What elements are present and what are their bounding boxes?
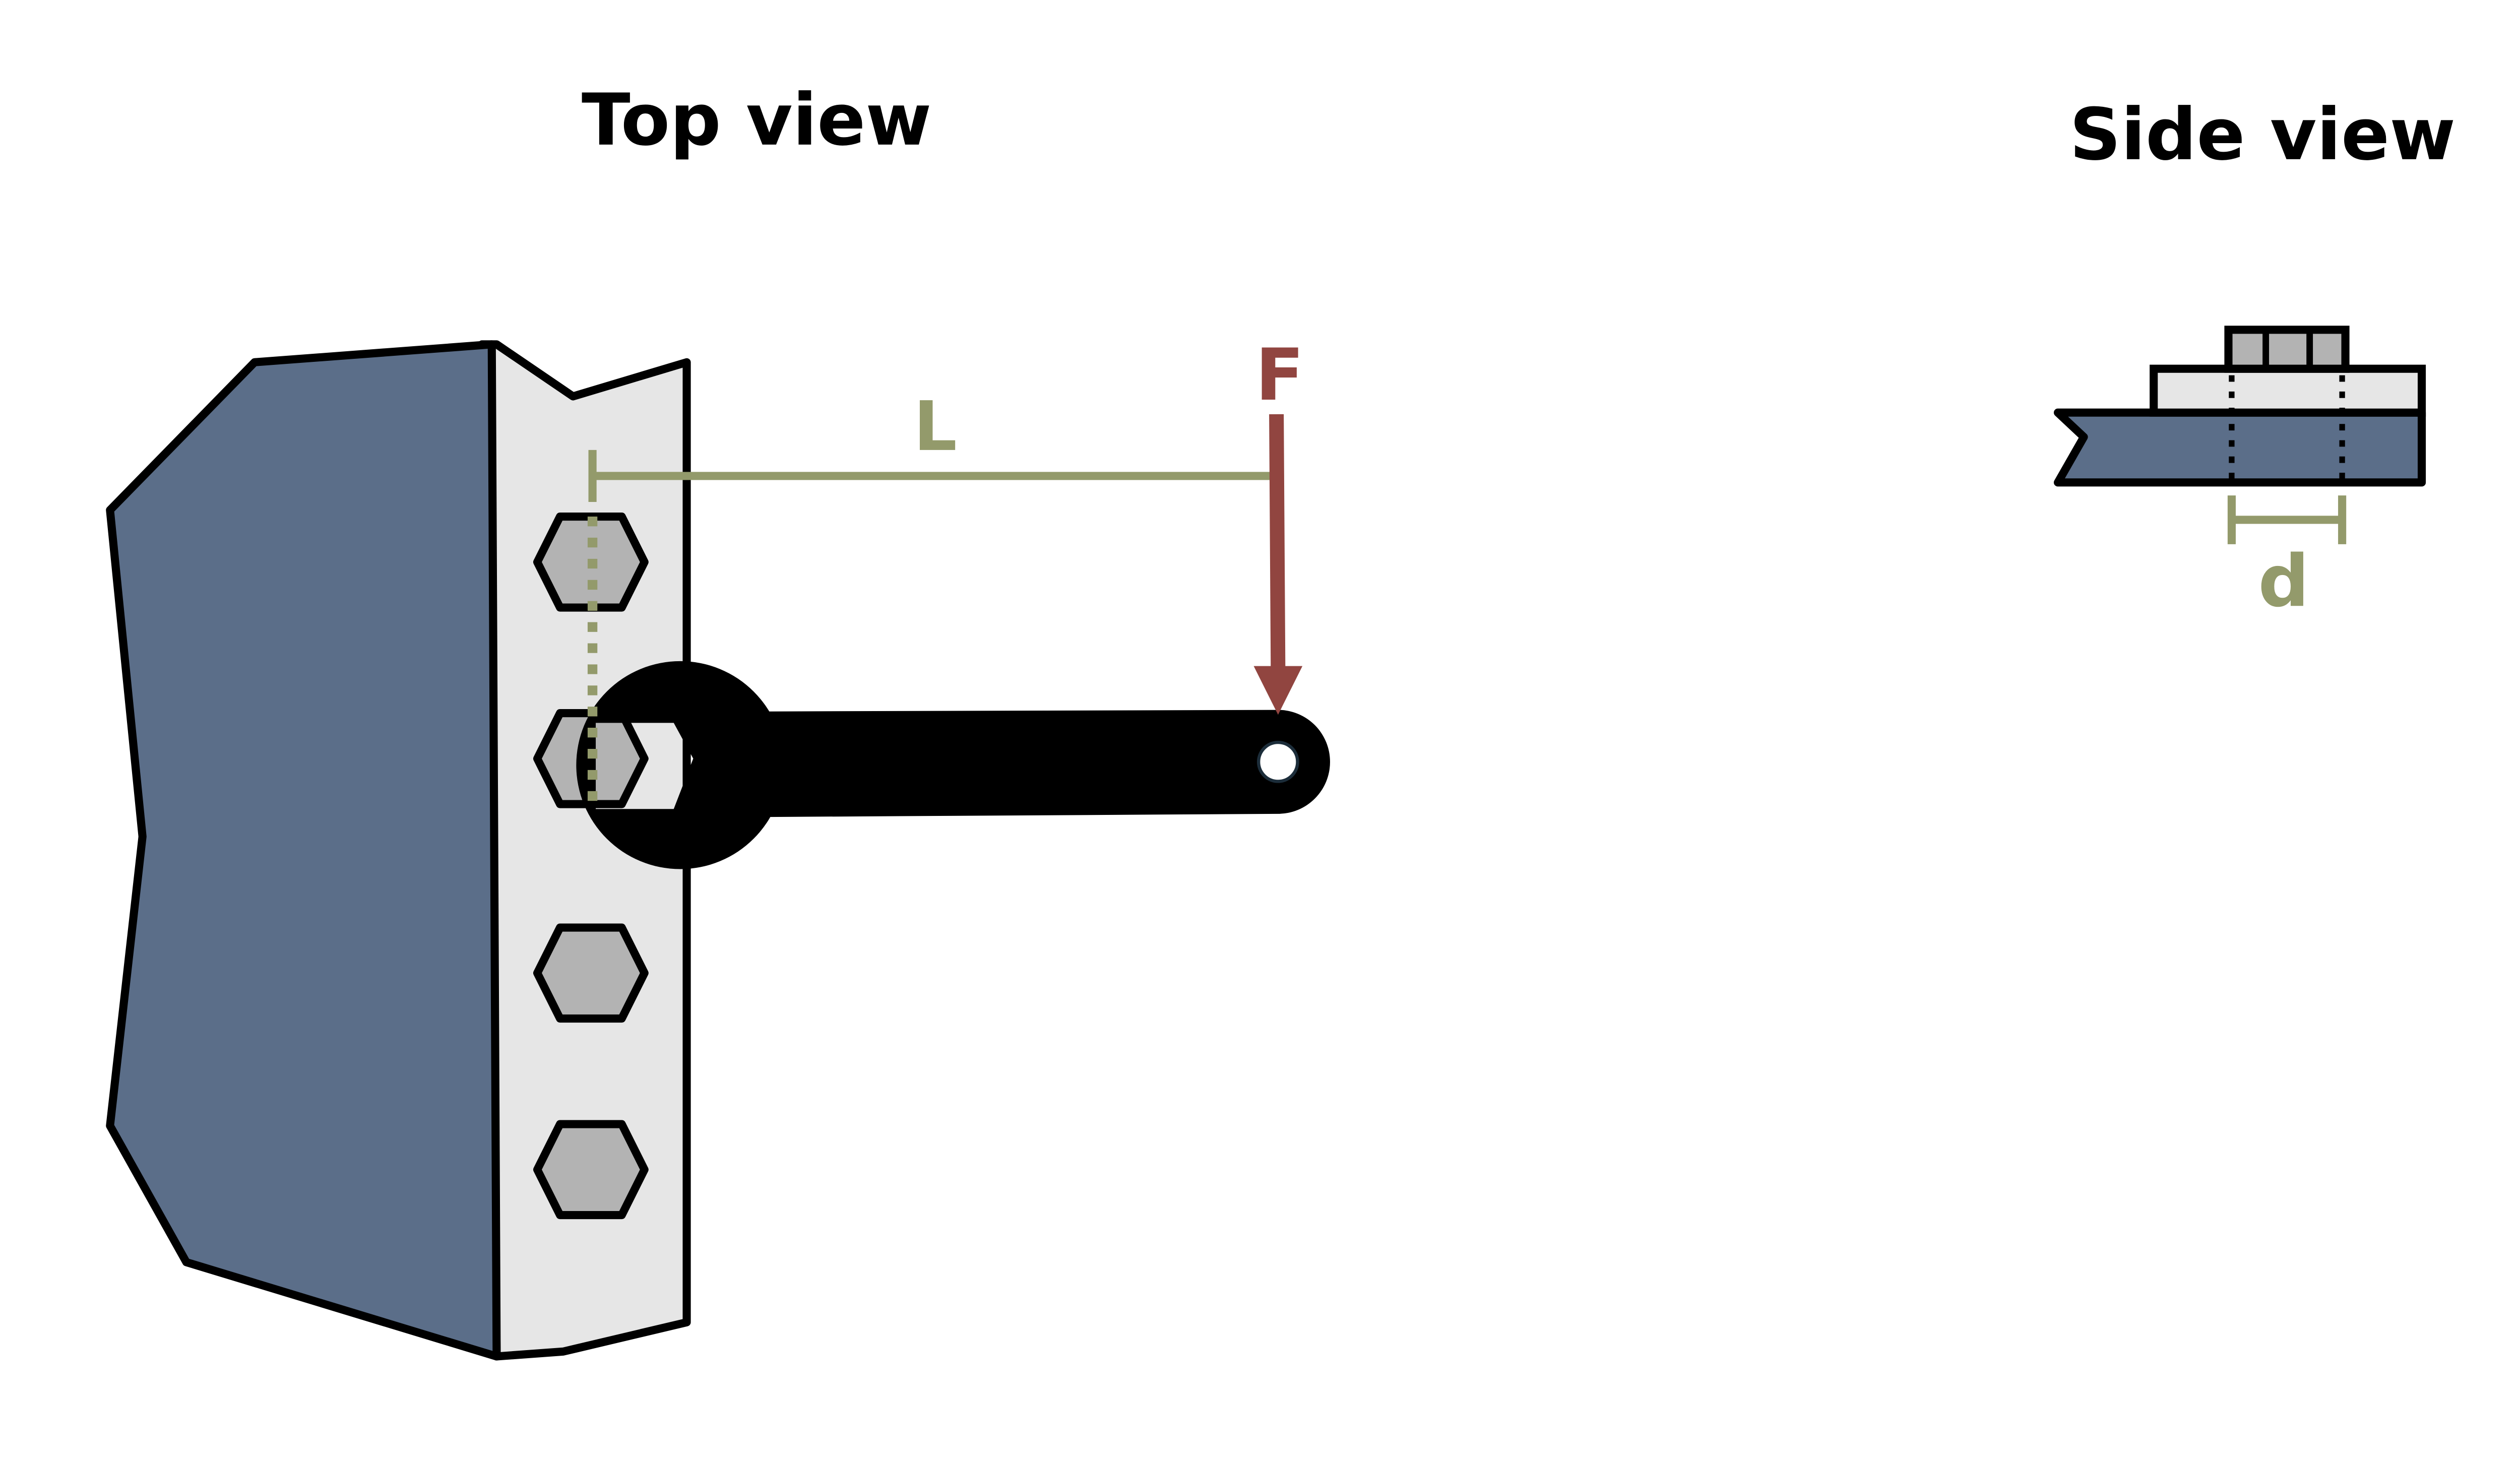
- wrench-hole: [1258, 742, 1297, 781]
- bolt-head-4: [537, 1124, 645, 1216]
- lever-arm-label: L: [914, 387, 957, 466]
- side-base: [2058, 413, 2422, 483]
- bolt-spacing-dimension: d: [2232, 495, 2342, 623]
- force-arrow-shaft: [1277, 414, 1278, 671]
- side-view: d: [2058, 330, 2422, 623]
- force-arrow-head: [1253, 666, 1302, 715]
- base-wall: [110, 344, 496, 1356]
- side-plate: [2154, 369, 2422, 413]
- bolt-head-3: [537, 928, 645, 1019]
- force-arrow: F: [1253, 334, 1304, 715]
- side-view-title: Side view: [2069, 93, 2455, 176]
- wrench-handle: [748, 710, 1330, 817]
- bolt-spacing-label: d: [2258, 540, 2309, 623]
- force-label: F: [1255, 334, 1304, 417]
- top-view: L F: [110, 334, 1330, 1357]
- top-view-title: Top view: [582, 79, 931, 162]
- side-bolt-heads: [2228, 330, 2345, 368]
